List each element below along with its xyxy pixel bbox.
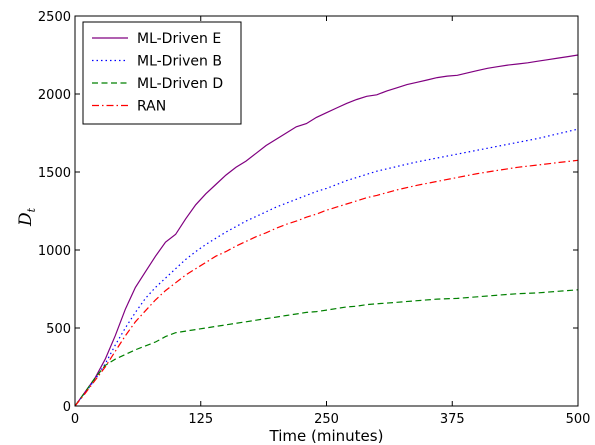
legend-box bbox=[82, 21, 242, 125]
series-line-2 bbox=[74, 289, 579, 407]
legend-label-2: ML-Driven D bbox=[137, 76, 223, 92]
y-tick-label-3: 1500 bbox=[38, 166, 71, 181]
legend: ML-Driven E ML-Driven B ML-Driven D RAN bbox=[82, 21, 242, 125]
y-axis-title: Dt bbox=[16, 207, 38, 227]
legend-label-1: ML-Driven B bbox=[137, 54, 222, 70]
series-layer bbox=[74, 54, 579, 407]
x-tick-label-1: 125 bbox=[188, 412, 213, 427]
x-axis-title: Time (minutes) bbox=[269, 427, 384, 445]
x-tick-label-0: 0 bbox=[71, 412, 79, 427]
x-tick-label-3: 375 bbox=[440, 412, 465, 427]
y-axis-title-sub: t bbox=[25, 207, 38, 212]
x-tick-label-4: 500 bbox=[566, 412, 591, 427]
y-tick-label-5: 2500 bbox=[38, 10, 71, 25]
legend-label-3: RAN bbox=[137, 99, 166, 115]
tick-layer: 0 125 250 375 500 0 500 1000 1500 2000 2500 bbox=[38, 10, 591, 427]
x-tick-label-2: 250 bbox=[314, 412, 339, 427]
y-tick-label-0: 0 bbox=[63, 400, 71, 415]
series-line-0 bbox=[74, 54, 579, 407]
y-tick-label-1: 500 bbox=[46, 322, 71, 337]
y-tick-label-2: 1000 bbox=[38, 244, 71, 259]
y-tick-label-4: 2000 bbox=[38, 88, 71, 103]
y-axis-title-main: D bbox=[16, 212, 36, 227]
legend-label-0: ML-Driven E bbox=[137, 31, 221, 47]
